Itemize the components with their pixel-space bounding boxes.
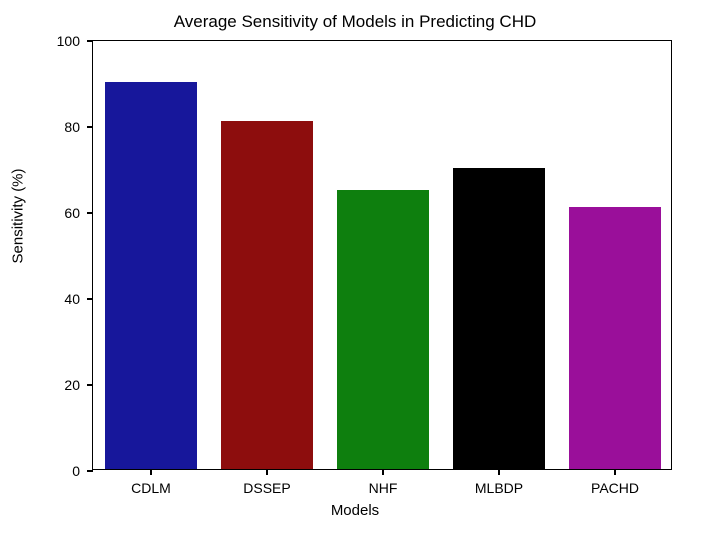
x-tick-label: CDLM [131, 475, 171, 496]
y-tick-mark [87, 40, 93, 42]
y-tick-label: 100 [57, 33, 87, 49]
y-tick-label: 80 [57, 119, 87, 135]
chart-plot-area: 020406080100CDLMDSSEPNHFMLBDPPACHD [92, 40, 672, 470]
x-tick-label: PACHD [591, 475, 639, 496]
chart-title: Average Sensitivity of Models in Predict… [0, 12, 710, 32]
y-axis-label: Sensitivity (%) [10, 168, 27, 263]
x-tick-label: DSSEP [243, 475, 290, 496]
x-axis-label: Models [0, 502, 710, 519]
bar [569, 207, 662, 469]
y-tick-mark [87, 298, 93, 300]
x-tick-label: MLBDP [475, 475, 523, 496]
y-tick-mark [87, 212, 93, 214]
x-tick-label: NHF [369, 475, 398, 496]
y-tick-label: 20 [57, 377, 87, 393]
y-tick-label: 40 [57, 291, 87, 307]
y-tick-label: 0 [57, 463, 87, 479]
bar [105, 82, 198, 469]
bar [337, 190, 430, 470]
bar [453, 168, 546, 469]
y-tick-mark [87, 384, 93, 386]
y-tick-mark [87, 126, 93, 128]
y-tick-label: 60 [57, 205, 87, 221]
bar [221, 121, 314, 469]
y-tick-mark [87, 470, 93, 472]
